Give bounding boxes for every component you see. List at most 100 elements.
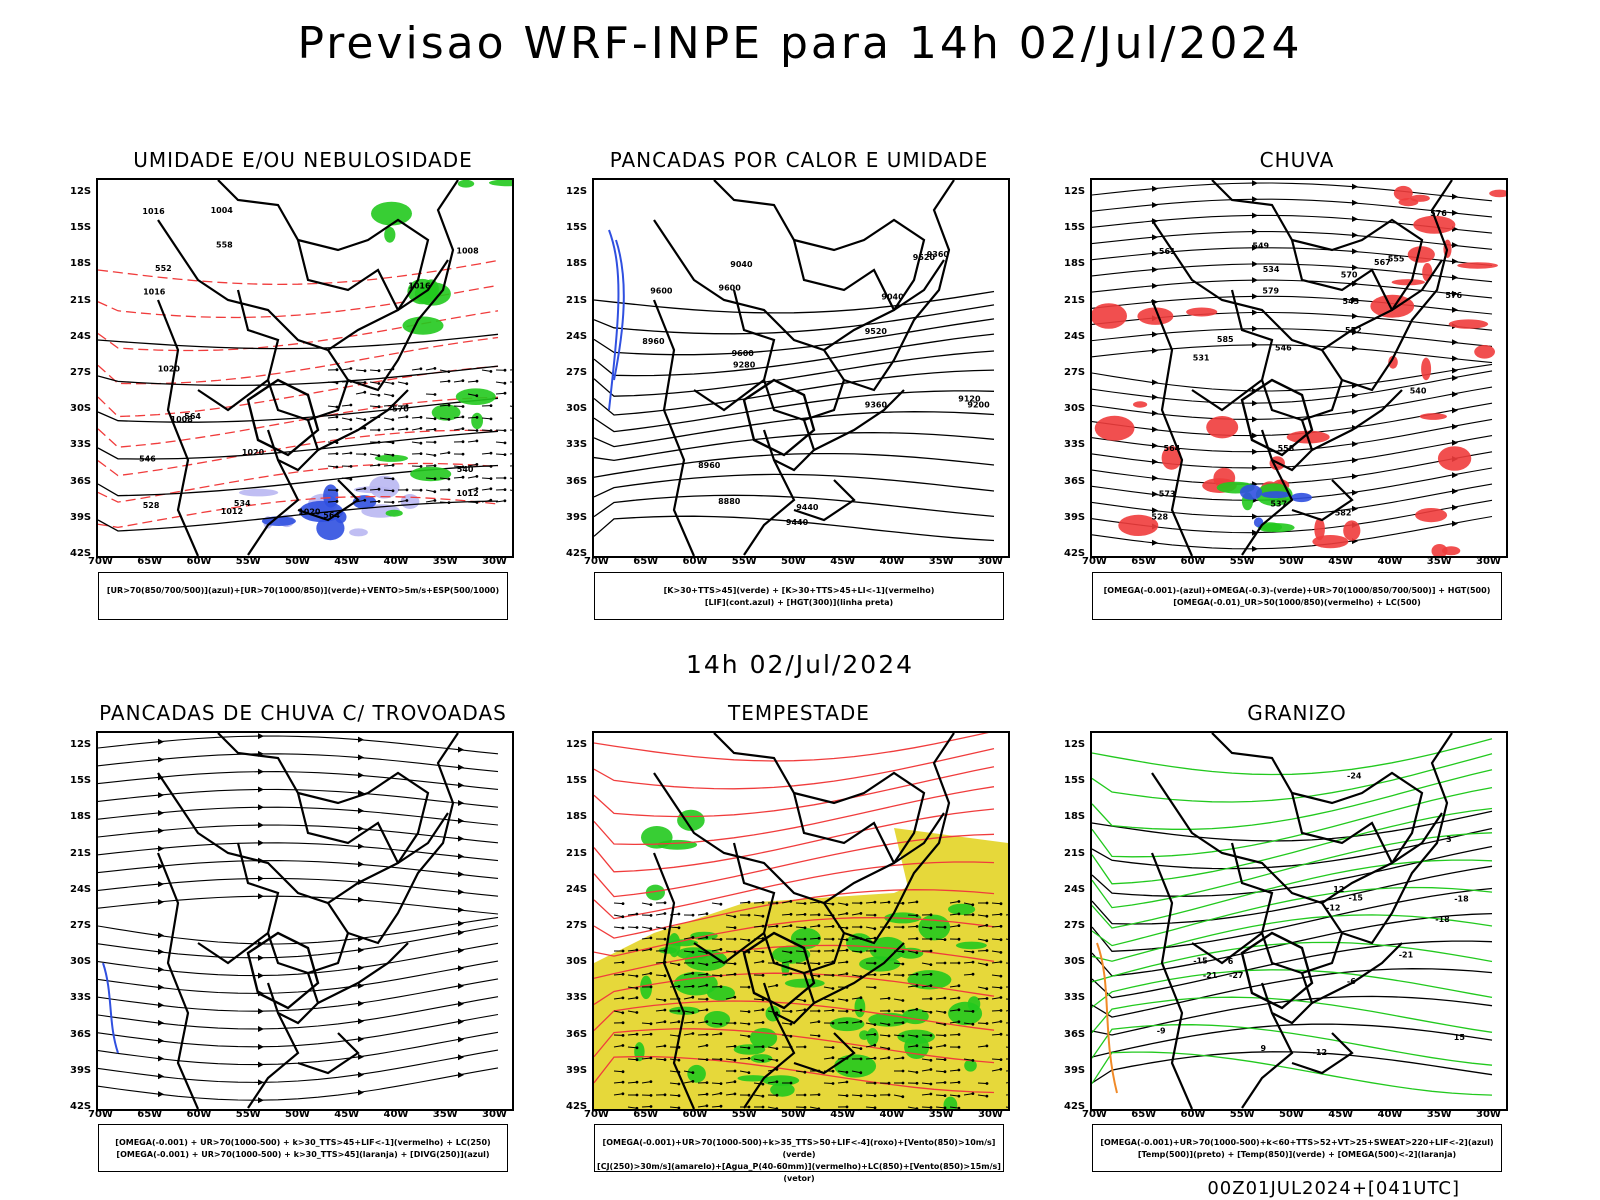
- wind-vector: [655, 926, 665, 930]
- state-border-0: [1151, 733, 1424, 905]
- wind-vector-head: [405, 499, 409, 502]
- wind-vector: [655, 998, 665, 1001]
- shaded-area: [431, 404, 461, 421]
- wind-vector: [697, 1058, 708, 1061]
- streamline-arrow: [1352, 489, 1358, 496]
- contour-label: -21: [1203, 971, 1218, 980]
- wind-vector-head: [775, 901, 779, 905]
- contour-label: 534: [1263, 265, 1280, 274]
- wind-vector: [991, 938, 1002, 941]
- streamline-arrow: [1252, 545, 1258, 552]
- wind-vector-head: [817, 974, 821, 978]
- wind-vector: [627, 1046, 638, 1049]
- streamline: [1092, 198, 1493, 218]
- wind-vector: [767, 1058, 777, 1061]
- streamline-arrow: [1452, 504, 1458, 511]
- streamline-arrow: [158, 898, 164, 905]
- wind-vector: [907, 973, 918, 976]
- wind-vector: [879, 1057, 889, 1060]
- streamline-arrow: [158, 932, 164, 939]
- wind-vector-head: [915, 1007, 919, 1011]
- wind-vector: [753, 1094, 763, 1097]
- wind-vector: [627, 949, 637, 952]
- state-border-3: [266, 902, 350, 975]
- streamline: [1092, 370, 1493, 404]
- wind-vector: [369, 369, 380, 372]
- state-border-0: [653, 733, 926, 905]
- wind-vector: [383, 417, 393, 421]
- wind-vector: [509, 417, 512, 419]
- wind-vector: [837, 998, 847, 1001]
- wind-vector: [739, 1046, 749, 1049]
- wind-vector-head: [957, 924, 961, 927]
- wind-vector: [725, 1081, 735, 1084]
- wind-vector-head: [677, 1009, 681, 1013]
- wind-vector-head: [377, 369, 381, 373]
- latitude-tick: 42S: [1064, 548, 1086, 559]
- wind-vector-head: [475, 487, 479, 490]
- wind-vector: [439, 369, 449, 373]
- shaded-area: [829, 1017, 865, 1032]
- wind-vector: [669, 1082, 679, 1085]
- wind-vector: [1005, 1070, 1008, 1072]
- state-border-5: [1341, 733, 1453, 945]
- contour-label: 552: [155, 264, 172, 273]
- wind-vector-head: [733, 962, 737, 966]
- wind-vector-head: [845, 1070, 849, 1074]
- latitude-tick: 12S: [70, 186, 92, 197]
- wind-vector: [439, 404, 450, 407]
- streamline-arrow: [1452, 242, 1458, 249]
- streamline-arrow: [1152, 266, 1158, 273]
- longitude-tick: 70W: [584, 1109, 609, 1120]
- wind-vector-head: [475, 394, 479, 398]
- wind-vector-head: [957, 912, 961, 916]
- shaded-area: [385, 509, 403, 517]
- latitude-tick: 33S: [70, 439, 92, 451]
- wind-vector: [425, 477, 436, 480]
- wind-vector-head: [503, 441, 507, 445]
- wind-vector-head: [433, 499, 437, 502]
- wind-vector-head: [985, 987, 989, 991]
- wind-vector: [655, 913, 665, 916]
- wind-vector-head: [747, 1046, 751, 1050]
- wind-vector: [355, 369, 366, 372]
- wind-vector: [481, 488, 491, 491]
- wind-vector-head: [489, 487, 493, 491]
- map-area: 1016 1020 1016 1020 1016 1012 1012 1008 1004 1008…: [96, 178, 514, 558]
- wind-vector-head: [489, 404, 493, 407]
- wind-vector: [865, 926, 875, 930]
- streamline-arrow: [358, 754, 364, 761]
- longitude-tick: 65W: [137, 556, 163, 567]
- wind-vector-head: [859, 950, 863, 954]
- wind-vector: [355, 499, 365, 503]
- longitude-tick: 55W: [235, 556, 261, 567]
- contour-line: [98, 365, 499, 387]
- streamline-arrow: [358, 1071, 364, 1078]
- state-border-5: [843, 733, 955, 945]
- wind-vector-head: [377, 428, 381, 432]
- streamline-arrow: [458, 871, 464, 878]
- wind-vector-head: [831, 1008, 835, 1012]
- streamline-arrow: [158, 1019, 164, 1026]
- wind-vector: [823, 1046, 834, 1048]
- wind-vector-head: [971, 1010, 975, 1013]
- wind-vector: [949, 1021, 959, 1024]
- streamline-arrow: [258, 1043, 264, 1050]
- wind-vector: [613, 1093, 623, 1096]
- wind-vector: [753, 998, 764, 1001]
- latitude-tick: 18S: [70, 811, 92, 823]
- longitude-tick: 60W: [186, 1109, 212, 1120]
- wind-vector-head: [943, 1106, 947, 1109]
- wind-vector: [795, 950, 806, 953]
- streamline-arrow: [1452, 193, 1458, 200]
- wind-vector-head: [691, 1080, 695, 1083]
- contour-line: [594, 350, 995, 397]
- contour-line: [1092, 912, 1493, 977]
- shaded-area: [943, 1096, 958, 1109]
- wind-vector-head: [621, 1070, 625, 1074]
- contour-line: [1092, 968, 1493, 1018]
- wind-vector: [341, 404, 351, 407]
- streamline: [98, 735, 499, 755]
- wind-vector-head: [649, 1022, 653, 1026]
- wind-vector-head: [691, 1020, 695, 1024]
